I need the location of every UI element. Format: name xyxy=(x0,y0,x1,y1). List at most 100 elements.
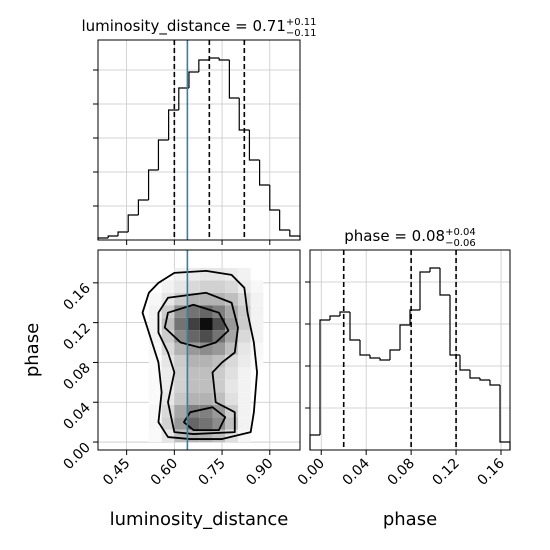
contour xyxy=(182,406,227,431)
y-tick-label: 0.08 xyxy=(60,360,93,393)
density-cell xyxy=(212,342,226,355)
density-cell xyxy=(237,429,251,443)
contour xyxy=(141,269,258,440)
density-cell xyxy=(187,417,200,430)
hist-step xyxy=(289,230,301,240)
x-axis-label: phase xyxy=(383,509,437,530)
panel-title: luminosity_distance = 0.71+0.11 −0.11 xyxy=(81,17,316,39)
density-cell xyxy=(199,417,213,430)
hist-step xyxy=(439,268,450,296)
density-cell xyxy=(212,267,226,281)
panel-frame xyxy=(97,249,301,451)
density-cell xyxy=(174,267,188,281)
density-cell xyxy=(187,429,200,443)
density-cell xyxy=(148,292,162,306)
density-cell xyxy=(148,354,162,368)
density-cell xyxy=(225,379,238,393)
hist-step xyxy=(319,319,330,435)
density-cell xyxy=(148,392,162,405)
title-main: luminosity_distance = 0.71 xyxy=(81,17,285,36)
density-cell xyxy=(199,404,213,418)
density-cell xyxy=(237,292,251,306)
hist-step xyxy=(409,309,420,325)
density-cell xyxy=(187,267,200,281)
density-cell xyxy=(225,354,238,368)
density-cell xyxy=(212,330,226,343)
density-cell xyxy=(199,367,213,380)
density-cell xyxy=(225,417,238,430)
hist-step xyxy=(238,98,250,131)
density-cell xyxy=(237,342,251,355)
density-cell xyxy=(161,317,175,331)
hist-step xyxy=(379,358,390,361)
hist-step xyxy=(459,355,470,371)
density-cell xyxy=(174,417,188,430)
hist-step xyxy=(107,235,119,238)
density-cell xyxy=(212,417,226,430)
contour xyxy=(163,303,230,349)
hist-step xyxy=(489,380,500,386)
density-cell xyxy=(199,330,213,343)
hist-step xyxy=(329,315,340,320)
hist-step xyxy=(309,434,320,450)
density-cell xyxy=(161,367,175,380)
hist-step xyxy=(228,60,240,99)
x-tick-label: 0.60 xyxy=(148,456,181,489)
hist-step xyxy=(198,59,210,72)
density-cell xyxy=(187,280,200,293)
density-cell xyxy=(161,305,175,318)
hist-step xyxy=(117,231,129,236)
panel-title: phase = 0.08+0.04 −0.06 xyxy=(344,227,475,249)
density-cell xyxy=(199,280,213,293)
density-cell xyxy=(237,367,251,380)
density-cell xyxy=(250,305,264,318)
title-sub: −0.06 xyxy=(445,238,476,249)
density-cell xyxy=(237,267,251,281)
x-tick-label: 0.00 xyxy=(295,456,328,489)
title-main: phase = 0.08 xyxy=(344,227,445,245)
density-cell xyxy=(161,404,175,418)
density-cell xyxy=(174,280,188,293)
density-cell xyxy=(237,392,251,405)
density-cell xyxy=(187,354,200,368)
density-cell xyxy=(225,392,238,405)
hist-step xyxy=(429,267,440,272)
y-tick-label: 0.00 xyxy=(60,440,93,473)
hist-step xyxy=(137,199,149,215)
hist-step xyxy=(359,340,370,356)
x-tick-label: 0.16 xyxy=(474,455,507,488)
hist-step xyxy=(218,58,230,61)
hist-step xyxy=(269,185,280,211)
density-cell xyxy=(199,292,213,306)
hist-step xyxy=(208,57,220,60)
density-cell xyxy=(225,305,238,318)
density-cell xyxy=(148,317,162,331)
y-tick-label: 0.12 xyxy=(60,320,93,353)
hist-step xyxy=(157,139,169,170)
density-cell xyxy=(212,305,226,318)
hist-step xyxy=(469,370,480,379)
density-cell xyxy=(174,379,188,393)
density-cell xyxy=(148,342,162,355)
hist-step xyxy=(188,71,199,88)
y-tick-label: 0.04 xyxy=(60,400,93,433)
density-cell xyxy=(187,330,200,343)
x-tick-label: 0.90 xyxy=(243,456,276,489)
y-tick-label: 0.16 xyxy=(60,280,93,313)
hist-step xyxy=(399,324,410,350)
density-cell xyxy=(237,417,251,430)
density-cell xyxy=(174,330,188,343)
contour xyxy=(157,291,239,435)
density-cell xyxy=(187,379,200,393)
hist-step xyxy=(178,87,189,110)
x-axis-label: luminosity_distance xyxy=(110,509,289,530)
density-cell xyxy=(174,317,188,331)
density-cell xyxy=(250,342,264,355)
density-cell xyxy=(199,267,213,281)
density-cell xyxy=(187,305,200,318)
density-cell xyxy=(187,317,200,331)
density-cell xyxy=(161,280,175,293)
hist-step xyxy=(147,169,159,200)
density-cell xyxy=(212,317,226,331)
